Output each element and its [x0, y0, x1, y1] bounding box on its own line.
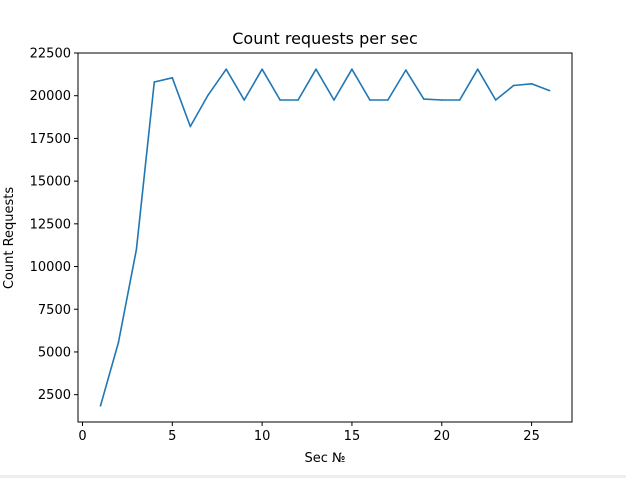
data-point	[476, 68, 479, 71]
data-point	[333, 99, 335, 101]
data-point	[99, 404, 102, 407]
x-tick-label: 15	[344, 429, 361, 444]
data-point	[440, 99, 443, 101]
data-point	[351, 68, 353, 71]
y-tick-label: 22500	[30, 47, 71, 62]
data-point	[153, 81, 156, 83]
series-layer	[99, 68, 551, 407]
x-tick-label: 0	[78, 429, 86, 444]
y-tick-label: 15000	[30, 175, 71, 190]
y-axis-ticks: 2500 5000 7500 10000 12500 15000 17500 20000 225…	[30, 47, 78, 403]
y-tick-label: 20000	[30, 89, 71, 104]
data-point	[458, 99, 461, 101]
data-point	[494, 99, 497, 101]
y-tick-label: 7500	[38, 303, 71, 318]
y-tick-label: 10000	[30, 260, 71, 275]
data-point	[387, 99, 389, 101]
x-tick-label: 10	[254, 429, 271, 444]
data-point	[423, 98, 425, 100]
data-point	[243, 99, 245, 101]
y-tick-label: 17500	[30, 132, 71, 147]
x-tick-label: 25	[523, 429, 540, 444]
data-point	[117, 341, 120, 344]
data-point	[512, 84, 515, 87]
data-point	[225, 68, 227, 71]
data-point	[279, 99, 281, 101]
data-point	[261, 68, 263, 71]
x-tick-label: 5	[168, 429, 176, 444]
y-tick-label: 12500	[30, 217, 71, 232]
data-point	[297, 99, 299, 101]
data-point	[171, 76, 174, 79]
x-axis-label: Sec №	[304, 451, 345, 466]
y-axis-label: Count Requests	[2, 187, 17, 290]
data-point	[548, 89, 551, 92]
data-point	[189, 125, 192, 128]
y-tick-label: 2500	[38, 388, 71, 403]
data-point	[530, 82, 533, 85]
data-point	[369, 99, 371, 101]
plot-background	[78, 53, 572, 422]
x-tick-label: 20	[433, 429, 450, 444]
y-tick-label: 5000	[38, 345, 71, 360]
data-point	[315, 68, 317, 71]
series-line	[99, 68, 550, 407]
data-point	[135, 248, 138, 251]
data-point	[405, 69, 407, 71]
x-axis-ticks: 0 5 10 15 20 25	[78, 422, 540, 444]
chart-title: Count requests per sec	[232, 29, 417, 48]
bottom-strip	[0, 475, 626, 478]
plot-frame	[77, 52, 573, 423]
data-point	[207, 94, 210, 96]
